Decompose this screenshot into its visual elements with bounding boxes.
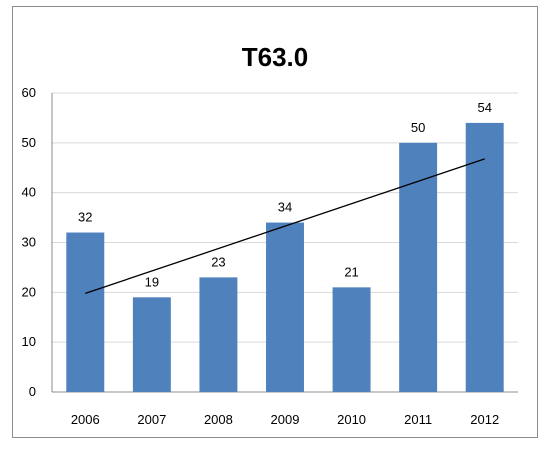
bar-2011 [399,142,438,392]
chart-title: T63.0 [241,42,309,72]
trendline-linear [85,158,485,295]
x-tick-label: 2007 [137,412,166,427]
bar-series [66,122,504,393]
bar-2007 [132,297,171,392]
data-label: 23 [211,254,225,269]
y-axis-ticks: 0 10 20 30 40 50 60 [22,85,36,399]
bar-2009 [266,222,304,392]
x-tick-label: 2008 [204,412,233,427]
x-tick-label: 2009 [271,412,300,427]
data-label: 50 [411,120,425,135]
y-tick-label: 30 [22,235,36,250]
bar-2010 [332,287,371,392]
y-tick-label: 50 [22,135,36,150]
x-axis-ticks: 2006 2007 2008 2009 2010 2011 2012 [71,412,499,427]
x-tick-label: 2006 [71,412,100,427]
bar-2008 [199,277,238,392]
data-label: 32 [78,210,92,225]
y-tick-label: 10 [22,334,36,349]
bar-2006 [66,232,105,392]
y-tick-label: 40 [22,185,36,200]
x-tick-label: 2012 [470,412,499,427]
x-tick-label: 2010 [337,412,366,427]
y-tick-label: 20 [22,284,36,299]
data-labels: 32 19 23 34 21 50 54 [78,100,492,289]
y-tick-label: 0 [29,384,36,399]
x-tick-label: 2011 [404,412,432,427]
y-tick-label: 60 [22,85,36,100]
bar-2012 [465,122,504,393]
data-label: 34 [278,200,292,215]
trendline [85,158,485,295]
data-label: 54 [477,100,491,115]
data-label: 19 [145,274,159,289]
data-label: 21 [344,264,358,279]
